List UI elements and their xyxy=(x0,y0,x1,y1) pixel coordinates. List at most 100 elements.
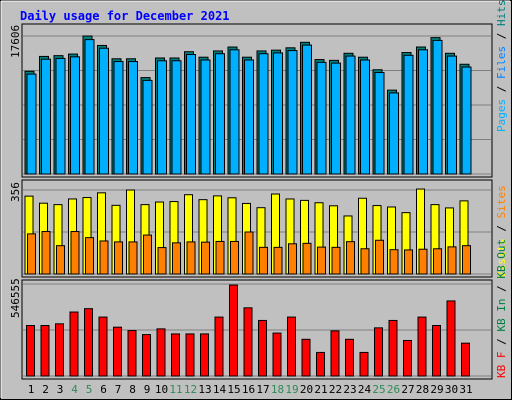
legend-separator: / xyxy=(495,26,508,46)
files-bar xyxy=(302,44,312,175)
files-bar xyxy=(70,56,80,175)
sites-bar xyxy=(186,241,196,275)
x-tick-label: 1 xyxy=(28,383,35,396)
kbf-bar xyxy=(142,334,151,377)
kbf-bar xyxy=(127,330,137,377)
sites-bar xyxy=(201,241,210,275)
legend: Pages / Files / Hits xyxy=(495,0,508,132)
x-tick-label: 15 xyxy=(227,383,240,396)
kbf-bar xyxy=(55,323,64,377)
files-bar xyxy=(345,55,356,175)
chart-title: Daily usage for December 2021 xyxy=(20,9,230,23)
kbf-bar xyxy=(301,338,311,377)
files-bar xyxy=(273,52,283,175)
legend-item: Sites xyxy=(495,185,508,218)
x-tick-label: 31 xyxy=(459,383,472,396)
files-bar xyxy=(389,92,399,175)
sites-bar xyxy=(360,248,370,275)
legend-item: Pages xyxy=(495,99,508,132)
legend-item: Visits xyxy=(495,238,508,278)
hits-ymax-label: 17606 xyxy=(9,25,22,58)
x-tick-label: 17 xyxy=(256,383,269,396)
x-tick-label: 11 xyxy=(169,383,182,396)
x-tick-label: 18 xyxy=(271,383,284,396)
sites-bar xyxy=(331,246,341,275)
files-bar xyxy=(287,50,298,175)
sites-bar xyxy=(157,247,167,275)
kbf-bar xyxy=(40,325,50,377)
kbf-bar xyxy=(258,319,267,377)
kbf-bar xyxy=(156,328,166,377)
sites-bar xyxy=(99,240,109,275)
kbf-bar xyxy=(84,308,93,377)
x-tick-label: 22 xyxy=(329,383,342,396)
x-tick-label: 2 xyxy=(42,383,49,396)
files-bar xyxy=(447,55,457,175)
files-bar xyxy=(26,73,37,175)
sites-bar xyxy=(288,243,297,275)
x-tick-label: 21 xyxy=(314,383,327,396)
kbf-bar xyxy=(330,330,340,377)
kbf-bar xyxy=(388,319,398,377)
sites-bar xyxy=(462,245,471,275)
files-bar xyxy=(244,59,254,175)
legend-separator: / xyxy=(495,79,508,99)
sites-bar xyxy=(389,249,399,275)
kbf-bar xyxy=(403,339,412,377)
files-bar xyxy=(331,62,341,175)
files-bar xyxy=(403,54,414,175)
sites-bar xyxy=(27,233,36,275)
kbf-bar xyxy=(26,325,35,377)
files-bar xyxy=(41,58,51,175)
x-tick-label: 20 xyxy=(300,383,313,396)
x-tick-label: 16 xyxy=(242,383,255,396)
x-tick-label: 14 xyxy=(213,383,227,396)
kbf-bar xyxy=(287,316,296,377)
kbf-bar xyxy=(272,332,282,377)
sites-bar xyxy=(143,234,152,275)
x-tick-label: 30 xyxy=(445,383,458,396)
sites-bar xyxy=(259,246,268,275)
x-tick-label: 29 xyxy=(430,383,443,396)
legend-separator: / xyxy=(495,279,508,299)
files-bar xyxy=(215,53,225,175)
sites-bar xyxy=(85,237,94,275)
x-tick-label: 26 xyxy=(387,383,400,396)
kbytes-ymax-label: 546555 xyxy=(9,278,22,318)
kbf-bar xyxy=(374,327,383,377)
kbf-bar xyxy=(171,333,180,377)
sites-bar xyxy=(128,241,138,275)
sites-bar xyxy=(447,246,457,275)
kbf-bar xyxy=(200,333,209,377)
kbf-bar xyxy=(69,311,79,377)
x-tick-label: 3 xyxy=(57,383,64,396)
files-bar xyxy=(374,72,385,175)
files-bar xyxy=(258,53,269,175)
files-bar xyxy=(99,47,109,175)
legend-item: Files xyxy=(495,46,508,79)
sites-bar xyxy=(70,231,80,275)
x-tick-label: 13 xyxy=(198,383,211,396)
kbf-bar xyxy=(113,326,122,377)
x-tick-label: 28 xyxy=(416,383,429,396)
files-bar xyxy=(418,49,428,175)
x-tick-label: 19 xyxy=(285,383,298,396)
legend-item: Hits xyxy=(495,0,508,26)
files-bar xyxy=(186,54,196,175)
sites-bar xyxy=(56,245,65,275)
files-bar xyxy=(142,79,153,175)
sites-bar xyxy=(418,248,428,275)
legend-item: KB F xyxy=(495,352,508,379)
kbf-bar xyxy=(214,316,224,377)
sites-bar xyxy=(317,246,326,275)
files-bar xyxy=(360,59,370,175)
visits-ymax-label: 356 xyxy=(9,182,22,202)
kbf-bar xyxy=(345,338,354,377)
x-tick-label: 4 xyxy=(71,383,78,396)
files-bar xyxy=(171,60,182,175)
kbf-bar xyxy=(229,284,238,377)
x-tick-label: 25 xyxy=(372,383,385,396)
legend-separator: / xyxy=(495,332,508,352)
kbf-bar xyxy=(446,300,456,377)
